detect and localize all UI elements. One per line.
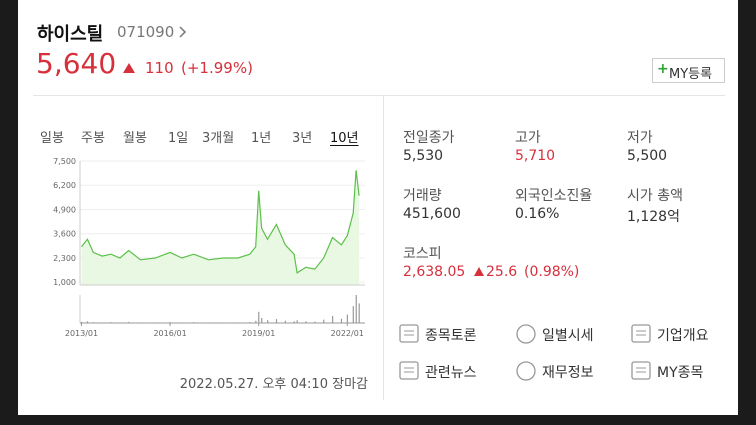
period-tab[interactable]: 10년 bbox=[330, 131, 359, 146]
period-tab[interactable]: 주봉 bbox=[81, 131, 105, 146]
price: 5,640 bbox=[36, 47, 117, 80]
link-icon bbox=[631, 361, 651, 380]
stock-code[interactable]: 071090 bbox=[117, 23, 175, 41]
stat-label: 거래량 bbox=[403, 188, 442, 204]
kospi-label: 코스피 bbox=[403, 246, 442, 262]
plus-icon: + bbox=[657, 61, 669, 77]
x-tick-label: 2013/01 bbox=[65, 329, 98, 338]
period-tab[interactable]: 1일 bbox=[168, 131, 189, 146]
link-icon bbox=[516, 361, 536, 381]
stock-widget: 하이스틸 071090 5,640 110 (+1.99%) + MY등록 1,… bbox=[18, 0, 738, 415]
period-tab[interactable]: 3년 bbox=[292, 131, 313, 146]
link[interactable]: 재무정보 bbox=[542, 365, 594, 381]
y-tick-label: 2,300 bbox=[53, 254, 76, 263]
volume-bar bbox=[275, 319, 278, 323]
link[interactable]: 종목토론 bbox=[425, 328, 477, 344]
my-button[interactable]: + MY등록 bbox=[652, 58, 725, 83]
volume-bar bbox=[267, 320, 269, 323]
stat-label: 고가 bbox=[515, 130, 541, 146]
up-arrow bbox=[123, 63, 135, 73]
price-change: 110 bbox=[145, 59, 174, 77]
y-tick-label: 6,200 bbox=[53, 181, 76, 190]
volume-bar bbox=[346, 314, 348, 323]
stat-label: 전일종가 bbox=[403, 130, 455, 146]
up-arrow bbox=[474, 267, 484, 276]
period-tab[interactable]: 일봉 bbox=[40, 131, 64, 146]
price-line bbox=[81, 170, 360, 274]
volume-bar bbox=[323, 319, 325, 323]
stat-value: 451,600 bbox=[403, 206, 461, 222]
stat-label: 저가 bbox=[627, 130, 653, 146]
stock-name[interactable]: 하이스틸 bbox=[37, 24, 104, 45]
y-tick-label: 3,600 bbox=[53, 230, 76, 239]
volume-bar bbox=[293, 321, 295, 323]
stat-value: 0.16% bbox=[515, 206, 560, 222]
chevron bbox=[179, 26, 187, 38]
kospi-value: 2,638.05 bbox=[403, 264, 466, 280]
stat-value: 5,530 bbox=[403, 148, 444, 164]
stat-value: 1,128억 bbox=[627, 209, 680, 225]
chart: 1,000 2,300 3,600 4,900 6,200 7,500 2013/01 201… bbox=[53, 157, 365, 338]
link[interactable]: 일별시세 bbox=[542, 328, 594, 344]
link[interactable]: 기업개요 bbox=[657, 328, 709, 344]
kospi-change: 25.6 bbox=[486, 264, 518, 280]
link-icon bbox=[631, 324, 651, 343]
timestamp: 2022.05.27. 오후 04:10 장마감 bbox=[179, 377, 368, 392]
y-tick-label: 4,900 bbox=[53, 205, 76, 214]
divider bbox=[383, 95, 384, 400]
x-tick-label: 2022/01 bbox=[331, 329, 364, 338]
volume-bar bbox=[305, 321, 307, 323]
link[interactable]: MY종목 bbox=[657, 365, 704, 381]
volume-bar bbox=[332, 316, 334, 323]
stat-label: 시가 총액 bbox=[627, 188, 683, 204]
link-icon bbox=[399, 361, 419, 380]
volume-bar bbox=[296, 320, 298, 323]
link-icon bbox=[516, 324, 536, 344]
link-icon bbox=[399, 324, 419, 343]
kospi-rate: (0.98%) bbox=[524, 264, 580, 280]
x-tick-label: 2016/01 bbox=[153, 329, 186, 338]
period-tab[interactable]: 3개월 bbox=[202, 131, 235, 146]
stat-label: 외국인소진율 bbox=[515, 188, 593, 204]
volume-bar bbox=[314, 321, 316, 323]
price-area bbox=[81, 170, 360, 285]
volume-bar bbox=[258, 311, 260, 323]
x-tick-label: 2019/01 bbox=[242, 329, 275, 338]
divider bbox=[33, 95, 725, 96]
volume-bar bbox=[80, 321, 83, 323]
volume-bar bbox=[284, 320, 286, 323]
y-tick-label: 7,500 bbox=[53, 157, 76, 166]
my-button-label: MY등록 bbox=[669, 67, 713, 82]
volume-bar bbox=[358, 303, 360, 323]
volume-bar bbox=[86, 321, 89, 323]
volume-bar bbox=[352, 306, 354, 323]
volume-bar bbox=[261, 317, 263, 323]
period-tab[interactable]: 1년 bbox=[251, 131, 272, 146]
volume-bar bbox=[128, 321, 130, 323]
stat-value: 5,710 bbox=[515, 148, 556, 164]
link[interactable]: 관련뉴스 bbox=[425, 365, 477, 381]
stat-value: 5,500 bbox=[627, 148, 668, 164]
y-tick-label: 1,000 bbox=[53, 278, 76, 287]
volume-bar bbox=[255, 320, 257, 323]
period-tab[interactable]: 월봉 bbox=[123, 131, 147, 146]
volume-bar bbox=[355, 295, 357, 323]
volume-bar bbox=[340, 318, 343, 323]
price-rate: (+1.99%) bbox=[181, 59, 253, 77]
